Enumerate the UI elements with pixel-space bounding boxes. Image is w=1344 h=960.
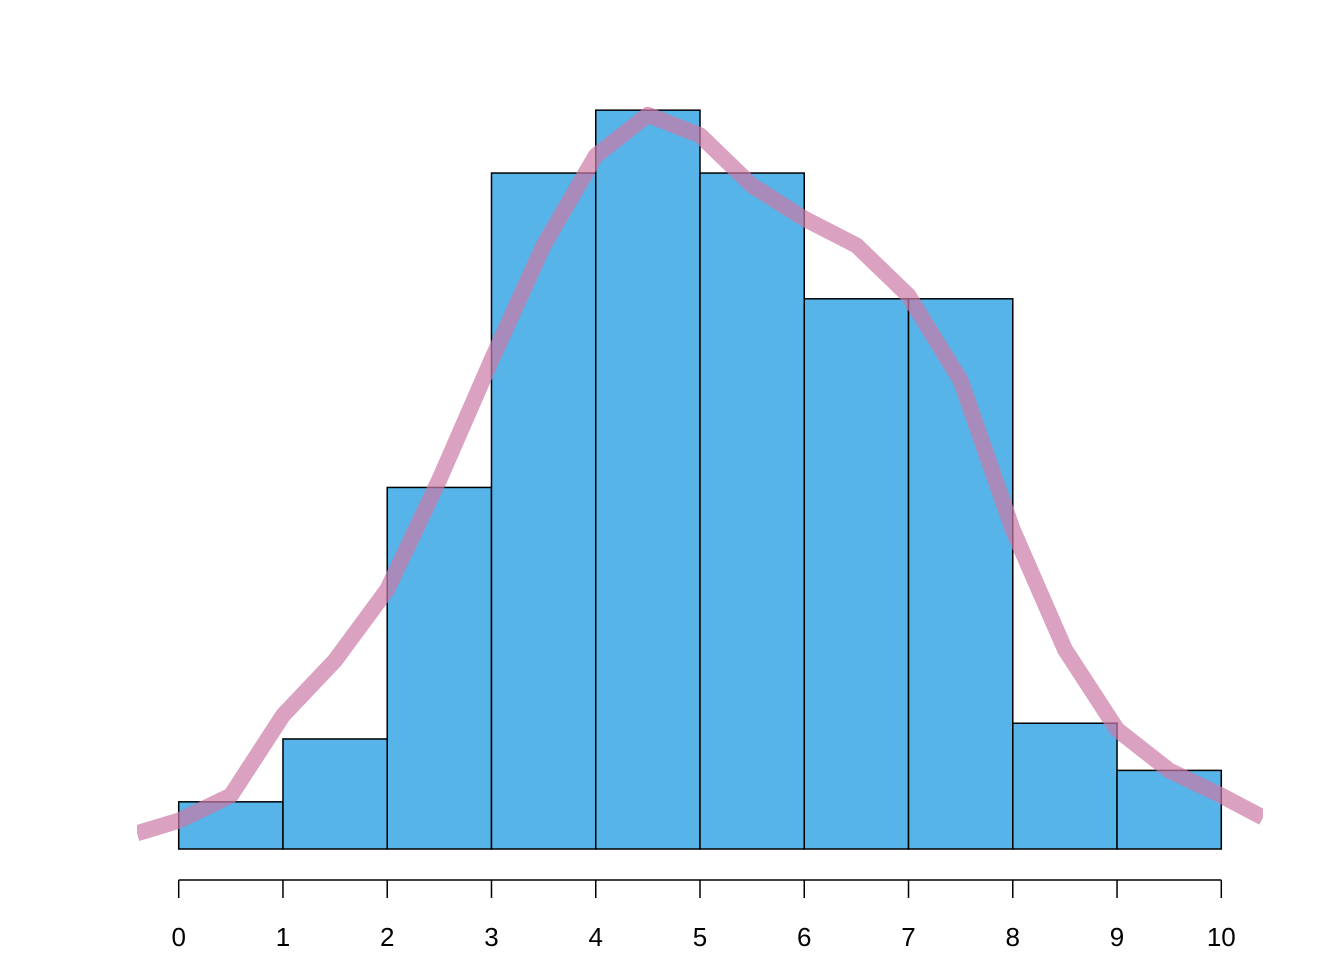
x-tick-label: 6 xyxy=(797,922,811,952)
density-curve xyxy=(137,106,1263,841)
bar xyxy=(490,172,597,850)
x-tick-label: 8 xyxy=(1006,922,1020,952)
bar xyxy=(1012,722,1118,850)
x-tick-label: 2 xyxy=(380,922,394,952)
x-tick-label: 4 xyxy=(589,922,603,952)
x-tick-label: 3 xyxy=(484,922,498,952)
x-tick-label: 5 xyxy=(693,922,707,952)
bar xyxy=(803,298,910,850)
x-tick-label: 7 xyxy=(901,922,915,952)
x-tick-label: 1 xyxy=(276,922,290,952)
bar xyxy=(594,109,701,850)
bar xyxy=(282,738,388,850)
density-layer xyxy=(137,106,1263,841)
x-tick-label: 0 xyxy=(171,922,185,952)
bar xyxy=(699,172,806,850)
x-tick-label: 10 xyxy=(1207,922,1236,952)
x-tick-label: 9 xyxy=(1110,922,1124,952)
